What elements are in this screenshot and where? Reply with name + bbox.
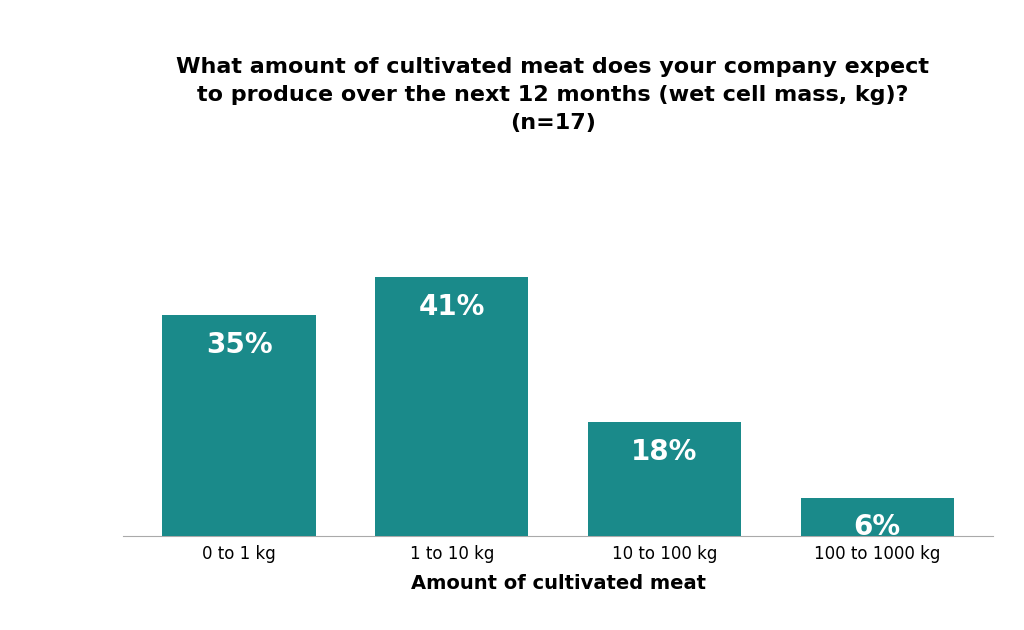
- Text: 41%: 41%: [419, 293, 485, 321]
- Bar: [375, 277, 528, 536]
- Text: 35%: 35%: [206, 331, 272, 358]
- Text: 6%: 6%: [854, 513, 901, 541]
- Text: 18%: 18%: [631, 438, 697, 466]
- Bar: [163, 315, 315, 536]
- Text: What amount of cultivated meat does your company expect
to produce over the next: What amount of cultivated meat does your…: [176, 57, 930, 133]
- Bar: [588, 422, 741, 536]
- X-axis label: Amount of cultivated meat: Amount of cultivated meat: [411, 575, 706, 593]
- Bar: [801, 498, 953, 536]
